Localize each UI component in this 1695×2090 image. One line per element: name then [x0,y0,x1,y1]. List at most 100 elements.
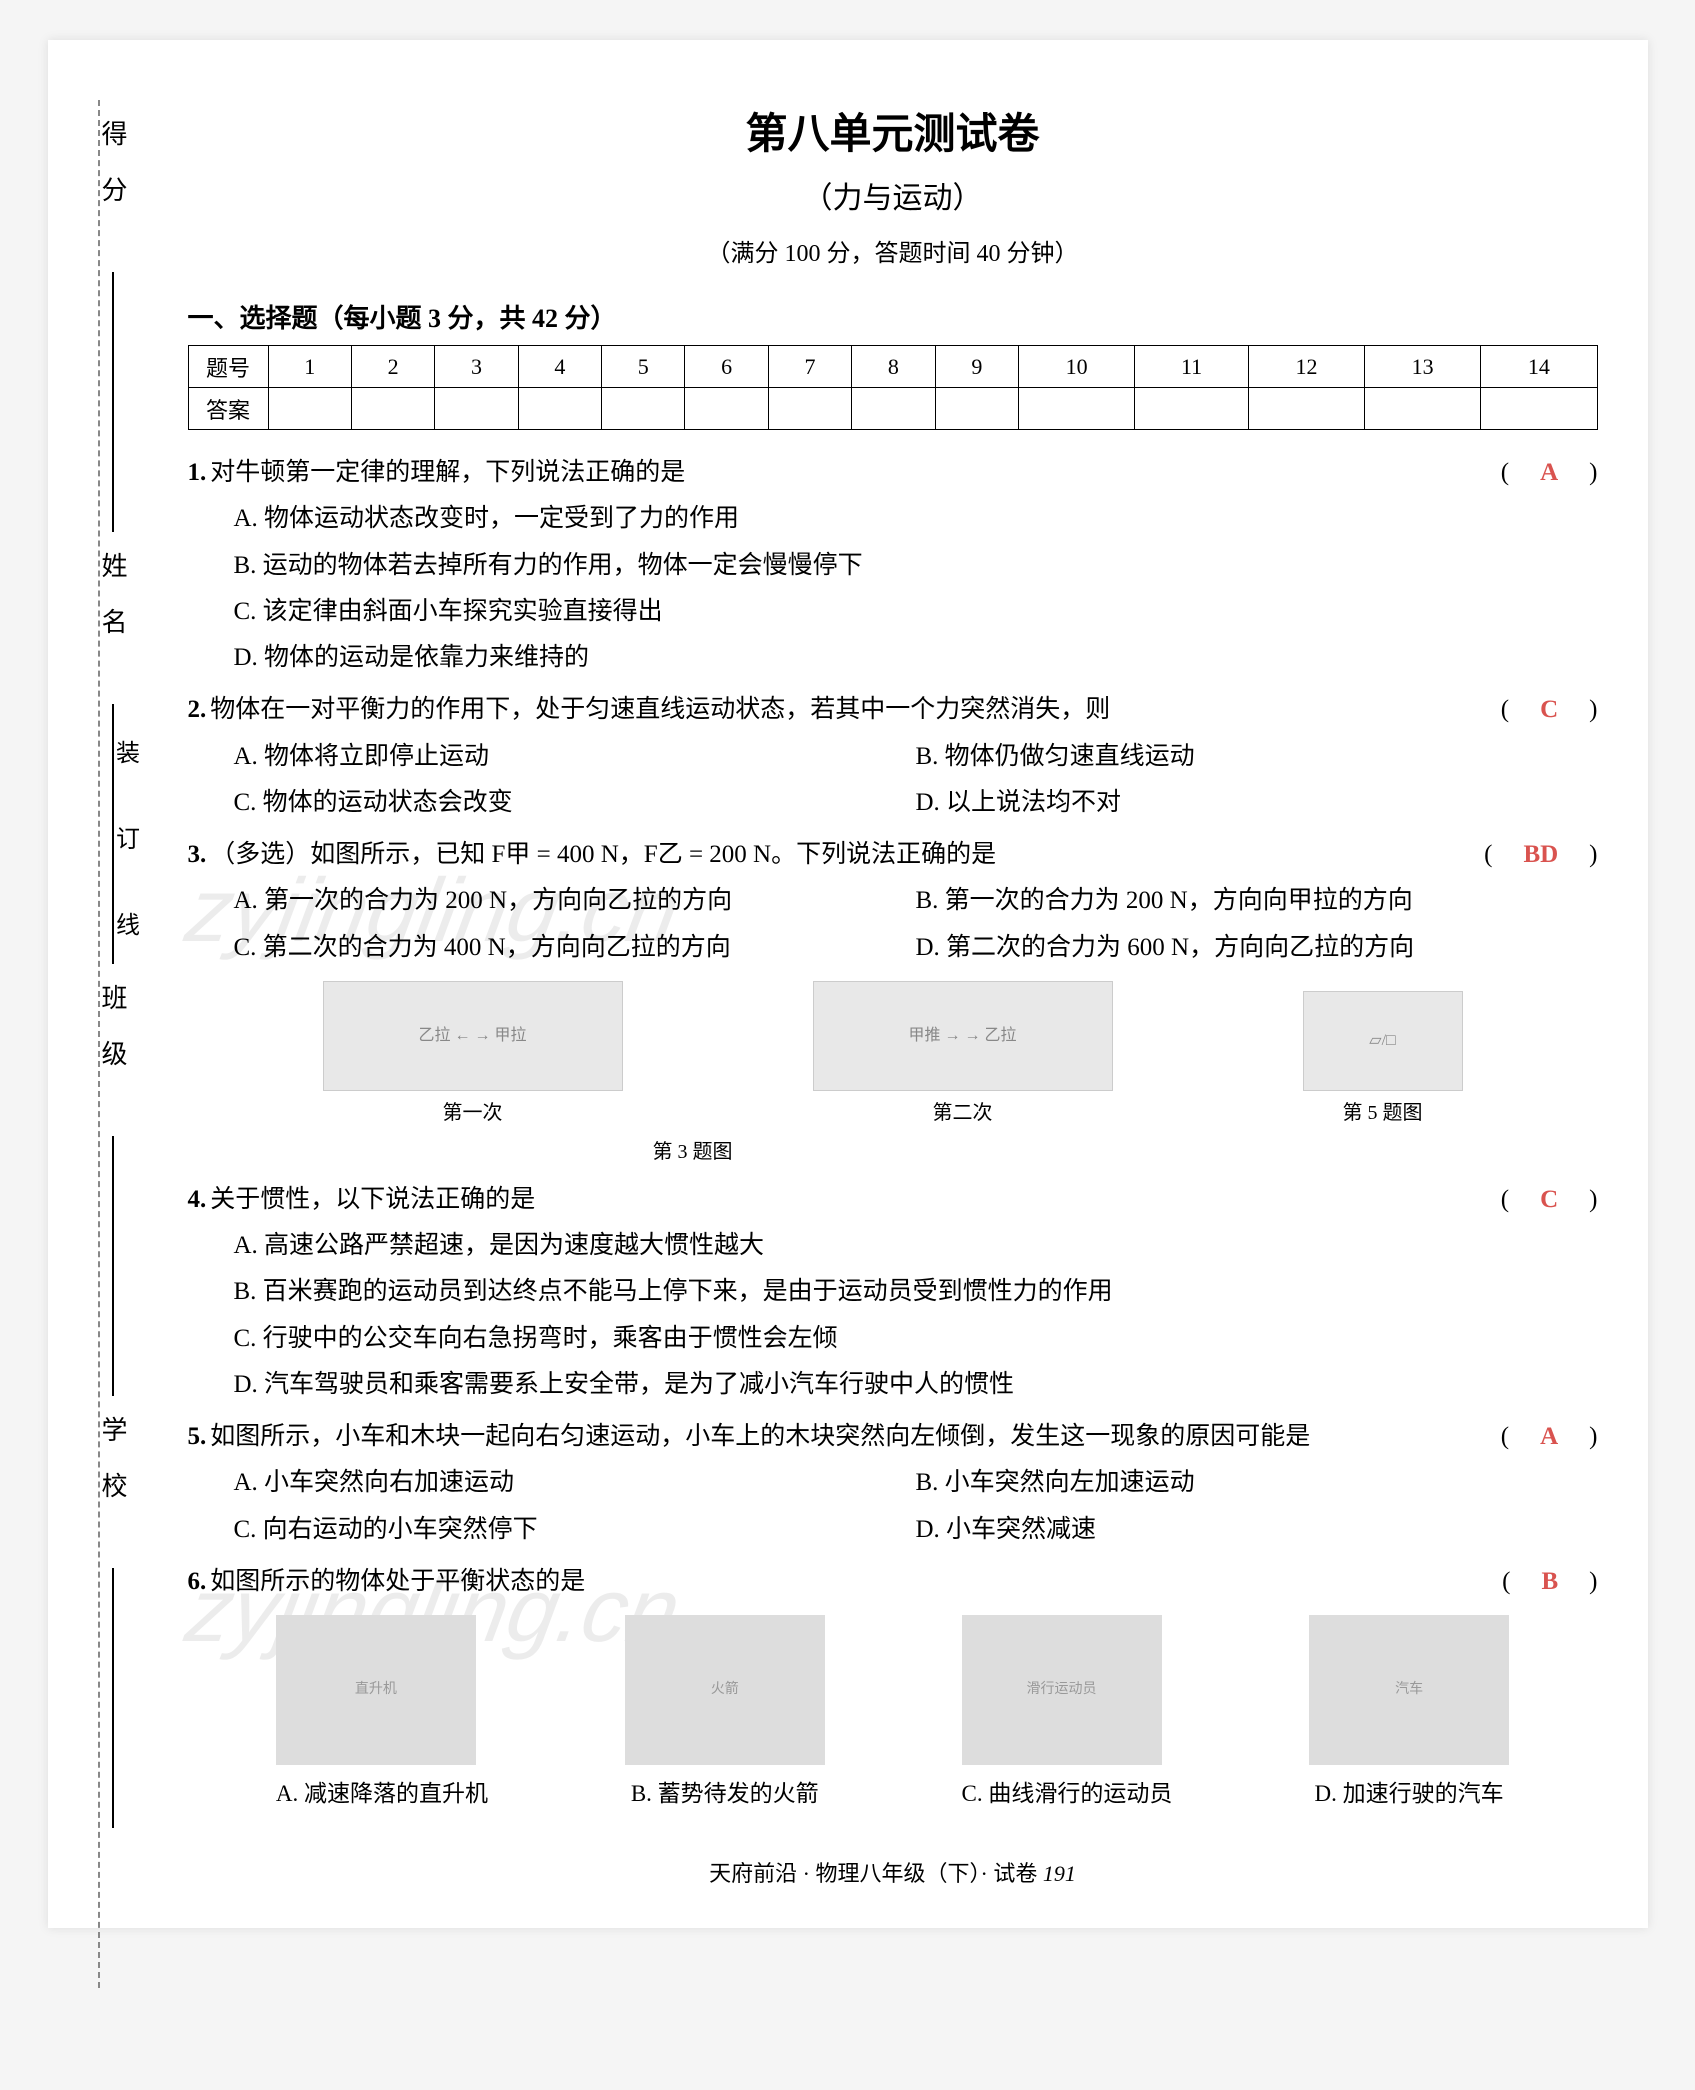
answer: A [1534,1423,1564,1450]
score-info: （满分 100 分，答题时间 40 分钟） [188,233,1598,268]
cell: 9 [935,346,1018,388]
stem: 如图所示，小车和木块一起向右匀速运动，小车上的木块突然向左倾倒，发生这一现象的原… [210,1423,1310,1450]
cell: 5 [602,346,685,388]
answer: BD [1517,841,1564,868]
side-label-class: 班级 [94,984,131,1096]
cell: 1 [268,346,351,388]
options: A. 物体将立即停止运动 B. 物体仍做匀速直线运动 C. 物体的运动状态会改变… [188,734,1598,827]
fig-caption: 第一次 [323,1095,623,1132]
cell: 4 [518,346,601,388]
figure-option: 直升机 A. 减速降落的直升机 [276,1615,488,1816]
table-row: 题号 1 2 3 4 5 6 7 8 9 10 11 12 13 14 [188,346,1597,388]
cell: 7 [768,346,851,388]
stem: 物体在一对平衡力的作用下，处于匀速直线运动状态，若其中一个力突然消失，则 [210,696,1110,723]
option: C. 该定律由斜面小车探究实验直接得出 [234,589,1598,635]
option: C. 物体的运动状态会改变 [234,780,916,826]
options: A. 高速公路严禁超速，是因为速度越大惯性越大 B. 百米赛跑的运动员到达终点不… [188,1223,1598,1408]
question-2: 2. 物体在一对平衡力的作用下，处于匀速直线运动状态，若其中一个力突然消失，则 … [188,687,1598,826]
option: A. 物体运动状态改变时，一定受到了力的作用 [234,496,1598,542]
option: B. 物体仍做匀速直线运动 [916,734,1598,780]
question-3: 3. （多选）如图所示，已知 F甲 = 400 N，F乙 = 200 N。下列说… [188,832,1598,1171]
answer: A [1534,459,1564,486]
answer: C [1534,696,1564,723]
option: C. 行驶中的公交车向右急拐弯时，乘客由于惯性会左倾 [234,1316,1598,1362]
cell: 3 [435,346,518,388]
option: C. 向右运动的小车突然停下 [234,1507,916,1553]
cell: 2 [351,346,434,388]
q-number: 3. [188,832,207,878]
stem: （多选）如图所示，已知 F甲 = 400 N，F乙 = 200 N。下列说法正确… [210,841,996,868]
stem: 如图所示的物体处于平衡状态的是 [210,1568,585,1595]
q-number: 2. [188,687,207,733]
question-6: 6. 如图所示的物体处于平衡状态的是 ( B ) 直升机 A. 减速降落的直升机… [188,1559,1598,1826]
main-content: 第八单元测试卷 （力与运动） （满分 100 分，答题时间 40 分钟） 一、选… [158,100,1598,1888]
figure: 甲推 → → 乙拉 第二次 [813,981,1113,1132]
side-label-score: 得分 [94,120,131,232]
cell: 12 [1248,346,1364,388]
answer-paren: ( B ) [1502,1559,1597,1605]
options: A. 物体运动状态改变时，一定受到了力的作用 B. 运动的物体若去掉所有力的作用… [188,496,1598,681]
figure-image: 直升机 [276,1615,476,1765]
side-line [112,272,114,532]
figure-image: 甲推 → → 乙拉 [813,981,1113,1091]
answer-paren: ( BD ) [1484,832,1597,878]
q-number: 6. [188,1559,207,1605]
opt-label: D. [1315,1781,1337,1806]
option: A. 物体将立即停止运动 [234,734,916,780]
option: D. 以上说法均不对 [916,780,1598,826]
figure-row-q3: 乙拉 ← → 甲拉 第一次 甲推 → → 乙拉 第二次 ▱/□ 第 5 题图 [188,971,1598,1138]
q-number: 1. [188,450,207,496]
page-number: 191 [1043,1861,1076,1886]
options: A. 小车突然向右加速运动 B. 小车突然向左加速运动 C. 向右运动的小车突然… [188,1460,1598,1553]
opt-caption: 加速行驶的汽车 [1343,1781,1504,1806]
q-stem-text: 如图所示的物体处于平衡状态的是 ( B ) [210,1559,1597,1605]
figure: ▱/□ 第 5 题图 [1303,991,1463,1132]
figure-option: 汽车 D. 加速行驶的汽车 [1309,1615,1509,1816]
opt-caption: 减速降落的直升机 [304,1781,488,1806]
question-5: 5. 如图所示，小车和木块一起向右匀速运动，小车上的木块突然向左倾倒，发生这一现… [188,1414,1598,1553]
option: A. 小车突然向右加速运动 [234,1460,916,1506]
footer-text: 天府前沿 · 物理八年级（下）· 试卷 [709,1861,1037,1886]
figure-image: 滑行运动员 [962,1615,1162,1765]
fig-group-caption: 第 3 题图 [188,1134,1598,1171]
q-stem-text: （多选）如图所示，已知 F甲 = 400 N，F乙 = 200 N。下列说法正确… [210,832,1597,878]
fig-caption: 第二次 [813,1095,1113,1132]
option: D. 小车突然减速 [916,1507,1598,1553]
answer-paren: ( A ) [1501,450,1598,496]
stem: 对牛顿第一定律的理解，下列说法正确的是 [210,459,685,486]
opt-label: A. [276,1781,298,1806]
fig-caption: 第 5 题图 [1303,1095,1463,1132]
opt-label: C. [962,1781,983,1806]
exam-page: zyjingling.cn zyjingling.cn 得分 姓名 班级 学校 … [48,40,1648,1928]
q-number: 5. [188,1414,207,1460]
option: D. 汽车驾驶员和乘客需要系上安全带，是为了减小汽车行驶中人的惯性 [234,1362,1598,1408]
question-1: 1. 对牛顿第一定律的理解，下列说法正确的是 ( A ) A. 物体运动状态改变… [188,450,1598,681]
side-column: 得分 姓名 班级 学校 [78,120,148,1848]
page-title: 第八单元测试卷 [188,100,1598,161]
option: D. 物体的运动是依靠力来维持的 [234,635,1598,681]
option: C. 第二次的合力为 400 N，方向向乙拉的方向 [234,925,916,971]
answer-paren: ( A ) [1501,1414,1598,1460]
question-4: 4. 关于惯性，以下说法正确的是 ( C ) A. 高速公路严禁超速，是因为速度… [188,1177,1598,1408]
q-stem-text: 如图所示，小车和木块一起向右匀速运动，小车上的木块突然向左倾倒，发生这一现象的原… [210,1414,1597,1460]
figure-image: 火箭 [625,1615,825,1765]
opt-label: B. [631,1781,652,1806]
cell: 8 [852,346,935,388]
figure-option: 火箭 B. 蓄势待发的火箭 [625,1615,825,1816]
cell: 10 [1019,346,1135,388]
binding-label: 装 订 线 [108,740,143,964]
q-number: 4. [188,1177,207,1223]
stem: 关于惯性，以下说法正确的是 [210,1186,535,1213]
option: B. 运动的物体若去掉所有力的作用，物体一定会慢慢停下 [234,543,1598,589]
figure-image: 乙拉 ← → 甲拉 [323,981,623,1091]
option: B. 第一次的合力为 200 N，方向向甲拉的方向 [916,878,1598,924]
q-stem-text: 对牛顿第一定律的理解，下列说法正确的是 ( A ) [210,450,1597,496]
option: B. 小车突然向左加速运动 [916,1460,1598,1506]
table-row: 答案 [188,388,1597,430]
cell: 14 [1481,346,1597,388]
option: B. 百米赛跑的运动员到达终点不能马上停下来，是由于运动员受到惯性力的作用 [234,1269,1598,1315]
q-stem-text: 关于惯性，以下说法正确的是 ( C ) [210,1177,1597,1223]
q6-figure-options: 直升机 A. 减速降落的直升机 火箭 B. 蓄势待发的火箭 滑行运动员 C. 曲… [188,1605,1598,1826]
section-heading: 一、选择题（每小题 3 分，共 42 分） [188,298,1598,335]
opt-caption: 曲线滑行的运动员 [988,1781,1172,1806]
